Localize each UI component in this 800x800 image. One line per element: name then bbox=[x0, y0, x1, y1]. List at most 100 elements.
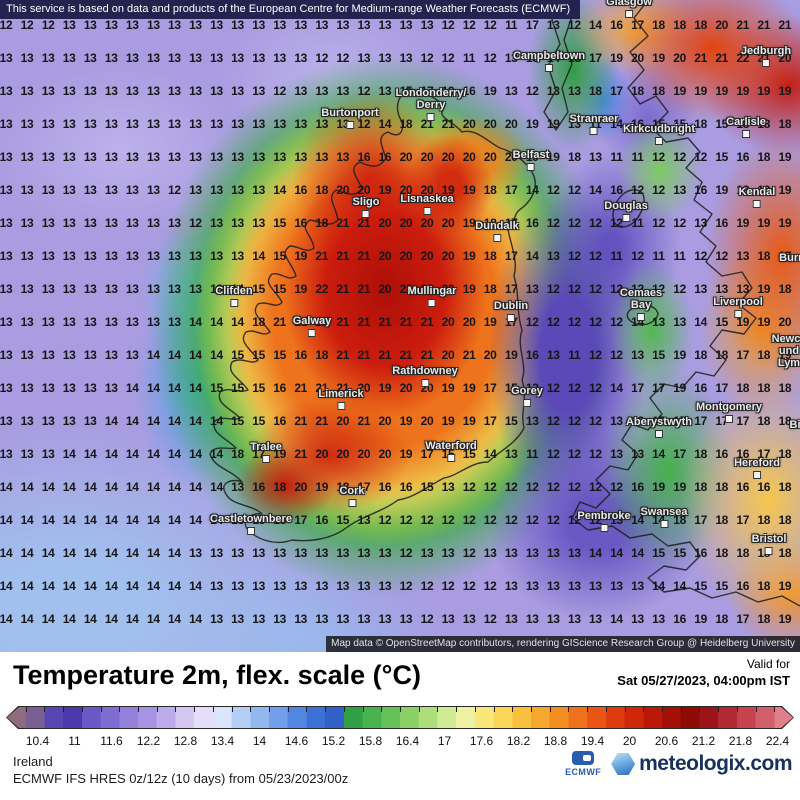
temp-value: 13 bbox=[189, 51, 202, 65]
temp-value: 16 bbox=[378, 480, 392, 494]
temp-value: 17 bbox=[631, 381, 644, 395]
temp-value: 19 bbox=[736, 84, 750, 98]
temp-value: 16 bbox=[736, 150, 750, 164]
temp-value: 19 bbox=[673, 84, 686, 98]
temp-value: 11 bbox=[631, 216, 644, 230]
temp-value: 13 bbox=[189, 150, 202, 164]
temp-value: 14 bbox=[41, 546, 55, 560]
city-label-text: Gorey bbox=[511, 385, 543, 397]
temp-value: 12 bbox=[525, 84, 539, 98]
temp-value: 12 bbox=[610, 348, 623, 362]
valid-for-label: Valid for bbox=[746, 657, 790, 671]
temp-value: 13 bbox=[252, 51, 265, 65]
temp-value: 13 bbox=[357, 51, 371, 65]
color-scale-tick bbox=[381, 707, 382, 712]
city-label-text: Douglas bbox=[604, 200, 648, 212]
city-marker bbox=[545, 64, 553, 72]
temp-value: 13 bbox=[41, 84, 55, 98]
temp-value: 14 bbox=[104, 480, 118, 494]
temp-value: 13 bbox=[146, 249, 160, 263]
temp-value: 20 bbox=[504, 150, 518, 164]
temp-value: 13 bbox=[336, 150, 350, 164]
temp-value: 20 bbox=[378, 414, 392, 428]
temp-value: 12 bbox=[610, 315, 623, 329]
temp-value: 13 bbox=[0, 51, 13, 65]
temp-value: 13 bbox=[0, 447, 13, 461]
temp-value: 18 bbox=[673, 18, 686, 32]
city-label-aberystwyth: Aberystwyth bbox=[626, 416, 692, 438]
city-label-text: Galway bbox=[292, 315, 332, 327]
temp-value: 12 bbox=[589, 513, 602, 527]
temp-value: 18 bbox=[715, 348, 729, 362]
temp-value: 13 bbox=[83, 150, 97, 164]
temp-value: 12 bbox=[462, 480, 476, 494]
temp-value: 12 bbox=[589, 348, 602, 362]
temp-value: 13 bbox=[294, 117, 308, 131]
temp-value: 13 bbox=[104, 315, 118, 329]
temp-value: 14 bbox=[652, 447, 665, 461]
temp-value: 14 bbox=[146, 513, 160, 527]
temp-value: 13 bbox=[252, 18, 265, 32]
temp-value: 18 bbox=[273, 480, 287, 494]
temp-value: 14 bbox=[0, 513, 13, 527]
temp-value: 13 bbox=[125, 216, 139, 230]
temp-value: 18 bbox=[483, 282, 497, 296]
city-label-text: Burn bbox=[779, 252, 800, 264]
temp-value: 19 bbox=[525, 150, 539, 164]
temp-value: 20 bbox=[378, 282, 392, 296]
temp-value: 12 bbox=[483, 18, 497, 32]
temp-value: 13 bbox=[83, 249, 97, 263]
temp-value: 16 bbox=[378, 150, 392, 164]
temperature-map: 12 12 12 13 13 13 13 13 13 13 13 13 13 13 13 13 13 13 13 13… bbox=[0, 0, 800, 652]
temp-value: 13 bbox=[0, 282, 13, 296]
temp-value: 12 bbox=[0, 18, 13, 32]
temp-value: 14 bbox=[189, 513, 202, 527]
temp-value: 15 bbox=[231, 414, 244, 428]
temp-value: 17 bbox=[483, 381, 497, 395]
temp-value: 13 bbox=[189, 18, 202, 32]
temp-value: 21 bbox=[294, 381, 308, 395]
city-label-text: Lisnaskea bbox=[400, 193, 454, 205]
ecmwf-logo[interactable]: ECMWF bbox=[565, 751, 601, 777]
temp-value: 13 bbox=[20, 51, 34, 65]
temp-value: 13 bbox=[125, 150, 139, 164]
temp-value: 16 bbox=[315, 513, 329, 527]
temp-value: 12 bbox=[567, 480, 581, 494]
temp-value: 20 bbox=[420, 150, 434, 164]
temp-value: 12 bbox=[567, 216, 581, 230]
temp-value: 19 bbox=[483, 315, 497, 329]
city-label-burtonport: Burtonport bbox=[321, 107, 379, 129]
temp-value: 21 bbox=[462, 348, 476, 362]
temp-value: 19 bbox=[462, 414, 476, 428]
temp-value: 16 bbox=[252, 480, 265, 494]
city-marker bbox=[762, 59, 770, 67]
temp-value: 14 bbox=[146, 348, 160, 362]
temp-value: 21 bbox=[357, 315, 371, 329]
color-scale-tick-label: 20.6 bbox=[654, 734, 679, 748]
temp-value: 21 bbox=[399, 315, 413, 329]
color-scale-tick bbox=[175, 707, 176, 712]
temp-value: 13 bbox=[546, 249, 560, 263]
temp-value: 19 bbox=[462, 381, 476, 395]
temp-value: 12 bbox=[483, 513, 497, 527]
temp-value: 13 bbox=[252, 183, 265, 197]
city-label-birmingham-partial: Bi bbox=[790, 419, 800, 431]
temp-value: 16 bbox=[757, 480, 771, 494]
temp-value: 14 bbox=[62, 480, 76, 494]
temp-value: 21 bbox=[357, 216, 371, 230]
temp-value: 13 bbox=[125, 51, 139, 65]
color-scale-tick bbox=[512, 707, 513, 712]
temp-value: 19 bbox=[757, 84, 771, 98]
meteologix-logo[interactable]: meteologix.com bbox=[611, 752, 792, 776]
temp-value: 14 bbox=[189, 480, 202, 494]
city-label-sligo: Sligo bbox=[353, 196, 379, 218]
temp-value: 13 bbox=[168, 18, 181, 32]
temp-value: 12 bbox=[589, 282, 602, 296]
city-marker bbox=[742, 130, 750, 138]
temp-value: 13 bbox=[41, 315, 55, 329]
temp-value: 14 bbox=[252, 249, 265, 263]
temp-value: 19 bbox=[778, 216, 792, 230]
temp-value: 12 bbox=[378, 513, 392, 527]
temp-value: 12 bbox=[673, 150, 686, 164]
temp-value: 14 bbox=[610, 117, 623, 131]
